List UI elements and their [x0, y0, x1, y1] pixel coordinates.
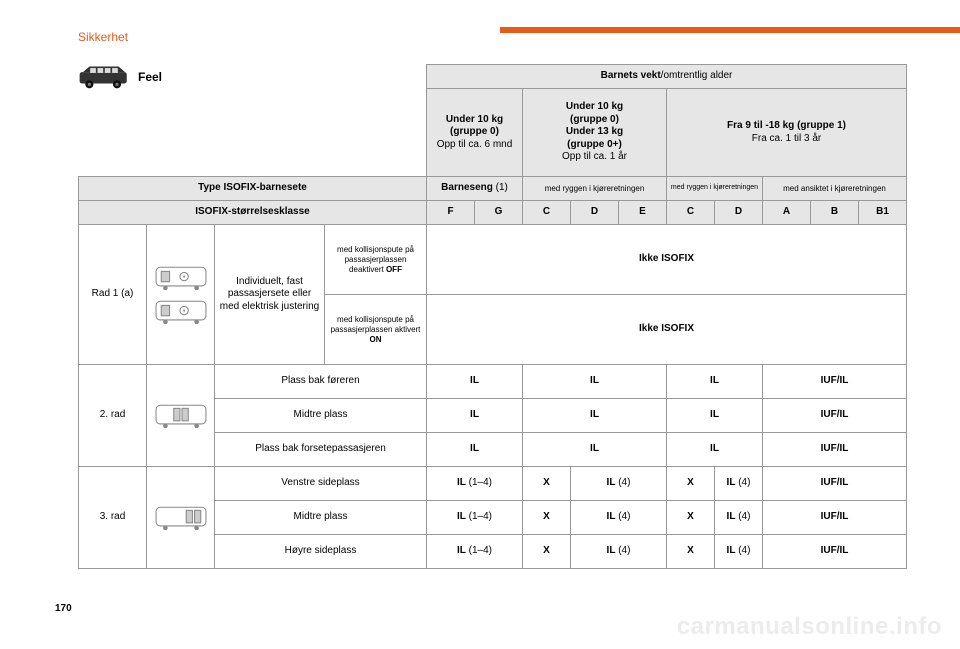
table-cell: IUF/IL [763, 365, 907, 399]
table-cell: IL [667, 365, 763, 399]
rad1-sub-a: med kollisjonspute på passasjerplassen d… [325, 225, 427, 295]
table-cell: X [523, 501, 571, 535]
table-cell: X [667, 467, 715, 501]
page-number: 170 [55, 603, 72, 614]
table-cell: IL [667, 399, 763, 433]
rad1-label: Rad 1 (a) [79, 225, 147, 365]
seat-diagram-icon [155, 295, 207, 324]
seat-diagram-icon [155, 399, 207, 428]
rad2-label: 2. rad [79, 365, 147, 467]
rad3-pos-1: Midtre plass [215, 501, 427, 535]
table-cell: IL [523, 433, 667, 467]
rad2-seat-icon [147, 365, 215, 467]
table-cell: IL (4) [715, 535, 763, 569]
table-cell: IUF/IL [763, 535, 907, 569]
rad3-seat-icon [147, 467, 215, 569]
seat-diagram-icon [155, 501, 207, 530]
size-E: E [619, 201, 667, 225]
type-c2: med ryggen i kjøreretningen [523, 177, 667, 201]
table-cell: X [523, 535, 571, 569]
table-cell: IUF/IL [763, 467, 907, 501]
size-B1: B1 [859, 201, 907, 225]
header-main: Barnets vekt/omtrentlig alder [427, 65, 907, 89]
header-col-b: Under 10 kg (gruppe 0) Under 13 kg (grup… [523, 89, 667, 177]
table-cell: IL (4) [571, 535, 667, 569]
size-G: G [475, 201, 523, 225]
table-cell: IL (1–4) [427, 501, 523, 535]
table-cell: IL (1–4) [427, 467, 523, 501]
table-cell: IUF/IL [763, 501, 907, 535]
table-cell: IL (1–4) [427, 535, 523, 569]
rad2-pos-0: Plass bak føreren [215, 365, 427, 399]
table-cell: X [523, 467, 571, 501]
type-c1: Barneseng (1) [427, 177, 523, 201]
header-col-c: Fra 9 til -18 kg (gruppe 1) Fra ca. 1 ti… [667, 89, 907, 177]
table-cell: IL [427, 433, 523, 467]
size-B: B [811, 201, 859, 225]
table-cell: IL (4) [571, 501, 667, 535]
rad1-val-a: Ikke ISOFIX [427, 225, 907, 295]
table-cell: IL [427, 365, 523, 399]
table-cell: IUF/IL [763, 433, 907, 467]
type-label: Type ISOFIX-barnesete [79, 177, 427, 201]
table-cell: X [667, 535, 715, 569]
type-c4: med ansiktet i kjøreretningen [763, 177, 907, 201]
rad3-pos-0: Venstre sideplass [215, 467, 427, 501]
table-cell: IL [427, 399, 523, 433]
rad1-seat-desc: Individuelt, fast passasjersete eller me… [215, 225, 325, 365]
size-D: D [571, 201, 619, 225]
table-cell: IUF/IL [763, 399, 907, 433]
seat-diagram-icon [155, 261, 207, 290]
rad1-sub-b: med kollisjonspute på passasjerplassen a… [325, 295, 427, 365]
header-col-a: Under 10 kg (gruppe 0) Opp til ca. 6 mnd [427, 89, 523, 177]
rad2-pos-1: Midtre plass [215, 399, 427, 433]
size-D2: D [715, 201, 763, 225]
size-label: ISOFIX-størrelsesklasse [79, 201, 427, 225]
rad2-pos-2: Plass bak forsetepassasjeren [215, 433, 427, 467]
size-C2: C [667, 201, 715, 225]
size-A: A [763, 201, 811, 225]
isofix-table: Barnets vekt/omtrentlig alder Under 10 k… [78, 64, 906, 569]
section-title: Sikkerhet [78, 30, 128, 44]
top-accent-bar [500, 27, 960, 33]
table-cell: IL [667, 433, 763, 467]
table-cell: IL [523, 399, 667, 433]
table-cell: IL (4) [715, 467, 763, 501]
rad3-pos-2: Høyre sideplass [215, 535, 427, 569]
rad1-seat-icons [147, 225, 215, 365]
rad3-label: 3. rad [79, 467, 147, 569]
type-c3: med ryggen i kjøreretningen [667, 177, 763, 201]
table-cell: IL (4) [715, 501, 763, 535]
size-F: F [427, 201, 475, 225]
table-cell: X [667, 501, 715, 535]
table-cell: IL (4) [571, 467, 667, 501]
watermark: carmanualsonline.info [677, 613, 942, 641]
table-cell: IL [523, 365, 667, 399]
rad1-val-b: Ikke ISOFIX [427, 295, 907, 365]
size-C: C [523, 201, 571, 225]
